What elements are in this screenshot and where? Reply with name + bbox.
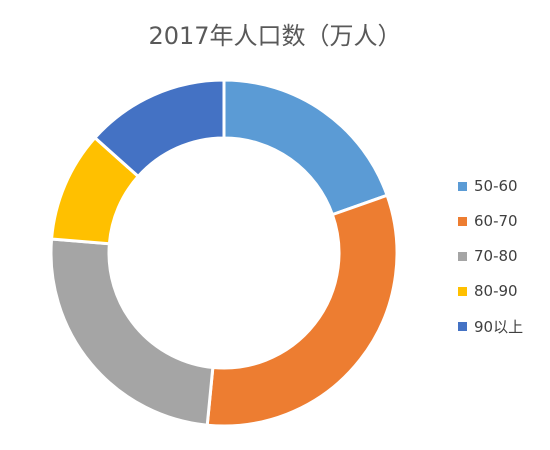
legend-label: 50-60	[474, 177, 518, 195]
legend-label: 60-70	[474, 212, 518, 230]
chart-legend: 50-60 60-70 70-80 80-90 90以上	[458, 174, 523, 349]
legend-item: 60-70	[458, 209, 523, 233]
legend-item: 80-90	[458, 279, 523, 303]
legend-label: 80-90	[474, 282, 518, 300]
legend-label: 70-80	[474, 247, 518, 265]
legend-swatch	[458, 251, 467, 261]
donut-slice-3	[49, 237, 215, 427]
legend-swatch	[458, 216, 467, 226]
legend-item: 50-60	[458, 174, 523, 198]
legend-swatch	[458, 286, 467, 296]
legend-swatch	[458, 321, 467, 331]
chart-title: 2017年人口数（万人）	[148, 22, 402, 50]
legend-label: 90以上	[474, 317, 524, 336]
legend-swatch	[458, 181, 467, 191]
donut-slice-1	[222, 78, 390, 217]
donut-slice-2	[205, 193, 399, 428]
legend-item: 70-80	[458, 244, 523, 268]
donut-slice-5	[92, 78, 226, 179]
legend-item: 90以上	[458, 314, 523, 338]
